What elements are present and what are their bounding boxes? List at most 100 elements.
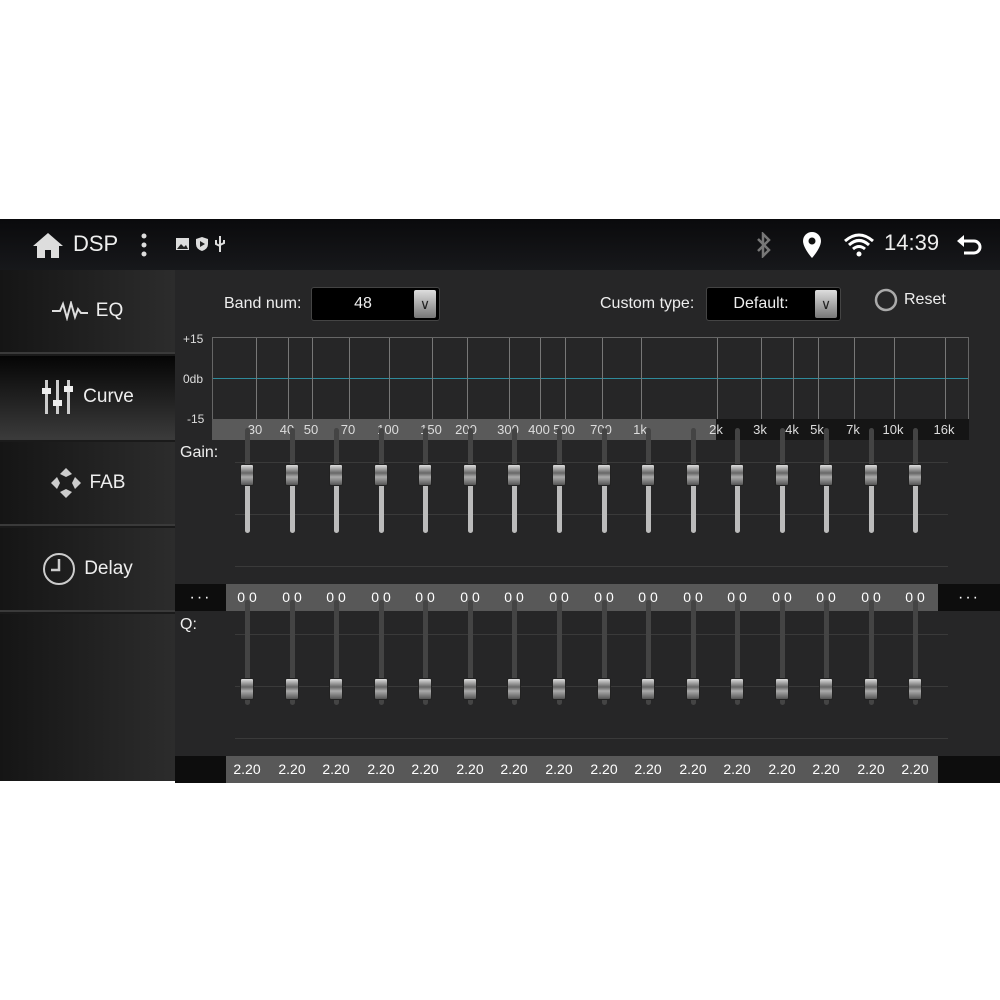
q-slider[interactable] (602, 600, 607, 705)
q-slider-thumb[interactable] (864, 678, 878, 701)
gain-scroll-right[interactable]: ··· (938, 584, 1000, 611)
location-icon (802, 232, 822, 258)
back-icon[interactable] (956, 234, 982, 256)
grid-line (312, 338, 313, 420)
q-slider-thumb[interactable] (686, 678, 700, 701)
q-slider-thumb[interactable] (775, 678, 789, 701)
q-slider-thumb[interactable] (730, 678, 744, 701)
gain-slider-thumb[interactable] (507, 464, 521, 487)
slider-fill (691, 475, 696, 533)
q-slider-thumb[interactable] (641, 678, 655, 701)
usb-icon (214, 236, 226, 252)
sidebar-item-curve[interactable]: Curve (0, 356, 175, 440)
q-strip-right (938, 756, 1000, 783)
gain-scroll-left[interactable]: ··· (175, 584, 226, 611)
q-slider[interactable] (824, 600, 829, 705)
gain-slider-thumb[interactable] (418, 464, 432, 487)
gain-value: 0.0 (460, 589, 480, 605)
q-value: 2.20 (679, 761, 707, 777)
custom-type-select[interactable]: Default: ∨ (706, 287, 841, 321)
q-label: Q: (180, 616, 197, 633)
gain-slider-thumb[interactable] (329, 464, 343, 487)
grid-line (761, 338, 762, 420)
gain-slider-thumb[interactable] (864, 464, 878, 487)
q-slider[interactable] (334, 600, 339, 705)
q-value: 2.20 (634, 761, 662, 777)
q-slider[interactable] (691, 600, 696, 705)
gain-slider-thumb[interactable] (819, 464, 833, 487)
more-vert-icon[interactable] (141, 233, 147, 257)
q-slider[interactable] (913, 600, 918, 705)
q-slider[interactable] (646, 600, 651, 705)
q-slider-thumb[interactable] (908, 678, 922, 701)
sidebar-item-fab[interactable]: FAB (0, 442, 175, 526)
q-slider-thumb[interactable] (329, 678, 343, 701)
gain-slider-thumb[interactable] (240, 464, 254, 487)
q-slider[interactable] (245, 600, 250, 705)
slider-fill (334, 475, 339, 533)
gain-value: 0.0 (504, 589, 524, 605)
sidebar-item-eq[interactable]: EQ (0, 270, 175, 354)
reset-radio[interactable]: Reset (874, 288, 946, 312)
gain-value: 0.0 (727, 589, 747, 605)
grid-line (432, 338, 433, 420)
q-slider[interactable] (512, 600, 517, 705)
x-tick: 3k (753, 422, 767, 437)
x-tick: 2k (709, 422, 723, 437)
gain-slider-thumb[interactable] (552, 464, 566, 487)
q-slider[interactable] (423, 600, 428, 705)
eq-curve-chart (212, 337, 969, 420)
sidebar-item-label: EQ (95, 300, 124, 321)
sidebar-item-delay[interactable]: Delay (0, 528, 175, 612)
wifi-icon (843, 233, 875, 257)
q-slider[interactable] (379, 600, 384, 705)
gain-value: 0.0 (861, 589, 881, 605)
gain-slider-thumb[interactable] (641, 464, 655, 487)
waveform-icon (51, 301, 88, 321)
q-slider-thumb[interactable] (374, 678, 388, 701)
gain-slider-thumb[interactable] (730, 464, 744, 487)
q-slider[interactable] (557, 600, 562, 705)
x-tick: 70 (340, 422, 356, 437)
q-value: 2.20 (322, 761, 350, 777)
gain-value: 0.0 (683, 589, 703, 605)
band-num-select[interactable]: 48 ∨ (311, 287, 440, 321)
gain-slider-thumb[interactable] (285, 464, 299, 487)
q-slider-thumb[interactable] (463, 678, 477, 701)
gain-slider-thumb[interactable] (908, 464, 922, 487)
reset-label: Reset (904, 291, 946, 308)
q-slider[interactable] (780, 600, 785, 705)
grid-line (509, 338, 510, 420)
gain-label: Gain: (180, 444, 219, 461)
x-tick: 50 (303, 422, 319, 437)
gain-value: 0.0 (594, 589, 614, 605)
eq-curve-line (213, 378, 968, 379)
gain-slider-thumb[interactable] (775, 464, 789, 487)
x-tick: 700 (590, 422, 612, 437)
q-slider-thumb[interactable] (285, 678, 299, 701)
band-num-value: 48 (354, 295, 372, 312)
sidebar-item-label: Delay (84, 558, 133, 579)
home-icon[interactable] (32, 231, 64, 259)
q-slider-thumb[interactable] (418, 678, 432, 701)
main-panel: Band num: 48 ∨ Custom type: Default: ∨ Res… (175, 270, 1000, 783)
q-slider[interactable] (869, 600, 874, 705)
slider-fill (468, 475, 473, 533)
gain-slider-thumb[interactable] (463, 464, 477, 487)
frequency-axis: 30 40 50 70 100 150 200 300 400 500 700 1k 2k 3k 4k 5k 7… (212, 419, 969, 440)
gain-slider-thumb[interactable] (597, 464, 611, 487)
q-slider-thumb[interactable] (552, 678, 566, 701)
slider-fill (913, 475, 918, 533)
q-slider-thumb[interactable] (819, 678, 833, 701)
gain-slider-thumb[interactable] (686, 464, 700, 487)
q-slider[interactable] (735, 600, 740, 705)
q-slider[interactable] (468, 600, 473, 705)
q-slider-thumb[interactable] (507, 678, 521, 701)
q-slider-thumb[interactable] (597, 678, 611, 701)
q-slider[interactable] (290, 600, 295, 705)
gain-slider-thumb[interactable] (374, 464, 388, 487)
q-value: 2.20 (812, 761, 840, 777)
bluetooth-icon (755, 232, 773, 258)
gain-values (226, 584, 938, 611)
q-slider-thumb[interactable] (240, 678, 254, 701)
